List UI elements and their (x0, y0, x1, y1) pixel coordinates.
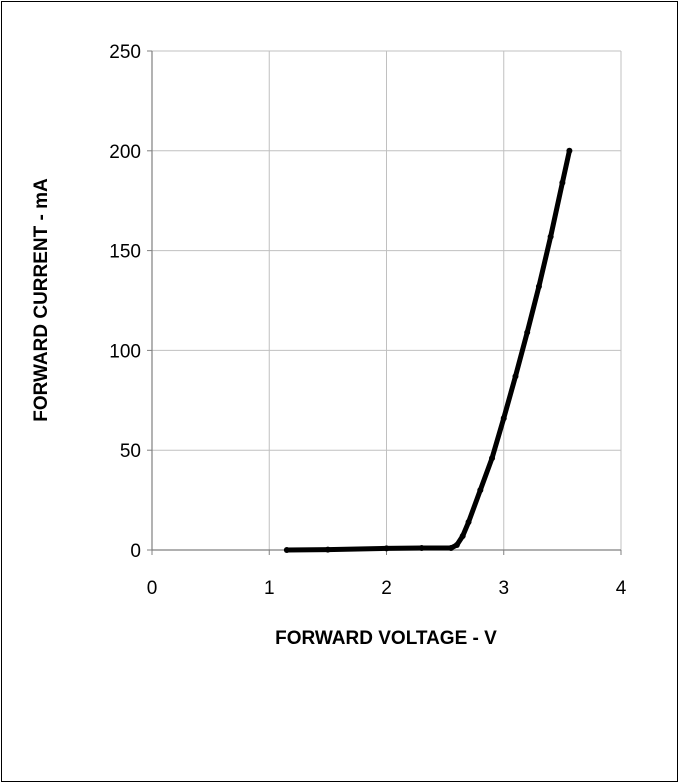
data-point (383, 545, 390, 552)
series-layer (283, 147, 573, 553)
y-axis-title: FORWARD CURRENT - mA (31, 178, 52, 422)
ticks: 0 1 2 3 4 0 50 100 150 200 250 (109, 42, 626, 599)
y-tick-label: 100 (109, 341, 141, 362)
data-point (559, 179, 566, 186)
data-point (524, 329, 531, 336)
data-point (500, 415, 507, 422)
y-tick-label: 50 (120, 441, 141, 462)
grid-lines (152, 50, 622, 550)
data-point (566, 147, 573, 154)
y-tick-label: 0 (130, 541, 141, 562)
x-axis-title: FORWARD VOLTAGE - V (275, 628, 497, 649)
data-point (418, 545, 425, 552)
x-tick-label: 2 (381, 578, 392, 599)
data-point (324, 546, 331, 553)
y-tick-label: 150 (109, 242, 141, 263)
data-point (489, 455, 496, 462)
x-tick-label: 3 (498, 578, 509, 599)
data-point (535, 283, 542, 290)
data-point (453, 542, 460, 549)
data-point (477, 487, 484, 494)
y-tick-label: 250 (109, 42, 141, 63)
data-point (447, 545, 454, 552)
y-tick-label: 200 (109, 142, 141, 163)
x-tick-label: 4 (616, 578, 627, 599)
data-point (465, 519, 472, 526)
x-tick-label: 1 (264, 578, 275, 599)
data-point (459, 533, 466, 540)
data-point (512, 373, 519, 380)
x-tick-label: 0 (147, 578, 158, 599)
data-point (547, 233, 554, 240)
data-point (283, 547, 290, 553)
